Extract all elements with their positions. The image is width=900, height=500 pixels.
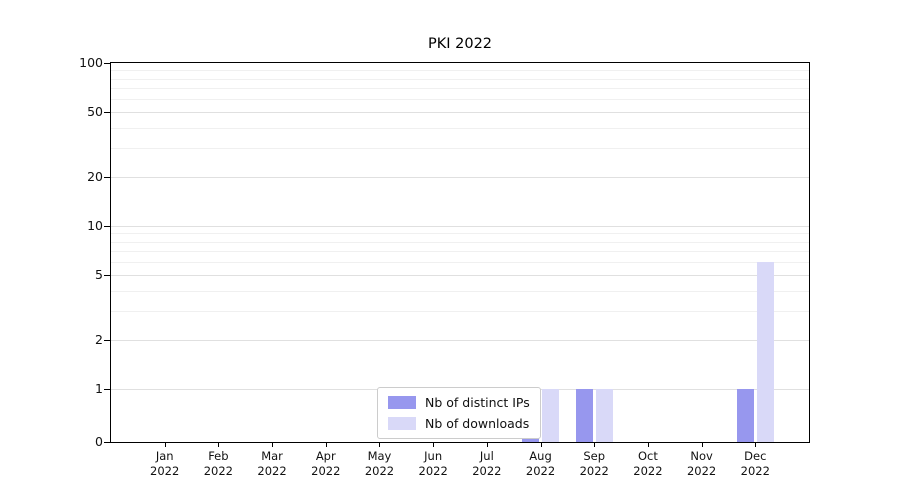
x-tick-mark — [486, 443, 488, 447]
legend-item-downloads: Nb of downloads — [388, 416, 530, 431]
gridline-major — [111, 275, 809, 277]
y-tick-mark — [104, 176, 110, 178]
x-tick-label: Aug 2022 — [525, 449, 556, 478]
x-tick-label: Apr 2022 — [311, 449, 341, 478]
y-tick-label: 100 — [79, 55, 103, 70]
bar-nb-of-downloads-aug — [542, 389, 560, 442]
bar-nb-of-distinct-ips-dec — [736, 389, 754, 442]
x-tick-label: Jan 2022 — [150, 449, 180, 478]
x-tick-mark — [647, 443, 649, 447]
y-tick-mark — [104, 275, 110, 277]
y-tick-label: 50 — [87, 104, 103, 120]
bar-nb-of-downloads-dec — [756, 262, 774, 442]
y-tick-mark — [104, 339, 110, 341]
gridline-minor — [111, 78, 809, 80]
x-tick-label: May 2022 — [364, 449, 395, 478]
x-tick-mark — [379, 443, 381, 447]
gridline-major — [111, 112, 809, 114]
y-tick-label: 5 — [95, 267, 103, 283]
y-tick-label: 0 — [95, 434, 103, 449]
y-tick-mark — [104, 389, 110, 390]
x-tick-label: Sep 2022 — [579, 449, 609, 478]
bar-nb-of-distinct-ips-sep — [575, 389, 593, 442]
legend-label-distinct-ips: Nb of distinct IPs — [425, 395, 530, 410]
plot-area: Nb of distinct IPs Nb of downloads — [110, 62, 810, 443]
legend: Nb of distinct IPs Nb of downloads — [377, 387, 541, 439]
y-tick-mark — [104, 63, 110, 64]
x-tick-mark — [325, 443, 327, 447]
gridline-major — [111, 176, 809, 178]
gridline-minor — [111, 233, 809, 235]
gridline-minor — [111, 99, 809, 101]
legend-label-downloads: Nb of downloads — [425, 416, 530, 431]
y-tick-label: 20 — [87, 168, 103, 184]
x-tick-label: Jul 2022 — [472, 449, 502, 478]
gridline-minor — [111, 241, 809, 243]
gridline-major — [111, 339, 809, 341]
y-tick-label: 1 — [95, 381, 103, 396]
legend-item-distinct-ips: Nb of distinct IPs — [388, 395, 530, 410]
gridline-minor — [111, 311, 809, 313]
x-tick-label: Oct 2022 — [633, 449, 663, 478]
x-tick-mark — [540, 443, 542, 447]
x-tick-mark — [594, 443, 596, 447]
y-tick-label: 2 — [95, 331, 103, 347]
x-tick-mark — [755, 443, 757, 447]
y-tick-label: 10 — [87, 218, 103, 233]
x-tick-label: Mar 2022 — [257, 449, 287, 478]
bar-nb-of-downloads-sep — [595, 389, 613, 442]
y-tick-mark — [104, 442, 110, 443]
x-tick-mark — [433, 443, 435, 447]
gridline-minor — [111, 127, 809, 129]
gridline-minor — [111, 148, 809, 150]
x-tick-label: Dec 2022 — [740, 449, 770, 478]
x-tick-label: Nov 2022 — [686, 449, 717, 478]
gridline-minor — [111, 70, 809, 72]
y-tick-mark — [104, 226, 110, 227]
gridline-minor — [111, 262, 809, 264]
x-tick-mark — [218, 443, 220, 447]
x-tick-label: Feb 2022 — [203, 449, 234, 478]
legend-swatch-distinct-ips — [388, 396, 416, 409]
gridline-minor — [111, 290, 809, 292]
x-tick-mark — [701, 443, 703, 447]
gridline-minor — [111, 88, 809, 90]
x-tick-mark — [164, 443, 166, 447]
gridline-minor — [111, 251, 809, 253]
gridline-major — [111, 226, 809, 227]
legend-swatch-downloads — [388, 417, 416, 430]
x-tick-label: Jun 2022 — [418, 449, 448, 478]
chart-title: PKI 2022 — [427, 36, 493, 52]
y-tick-mark — [104, 112, 110, 114]
x-tick-mark — [272, 443, 274, 447]
